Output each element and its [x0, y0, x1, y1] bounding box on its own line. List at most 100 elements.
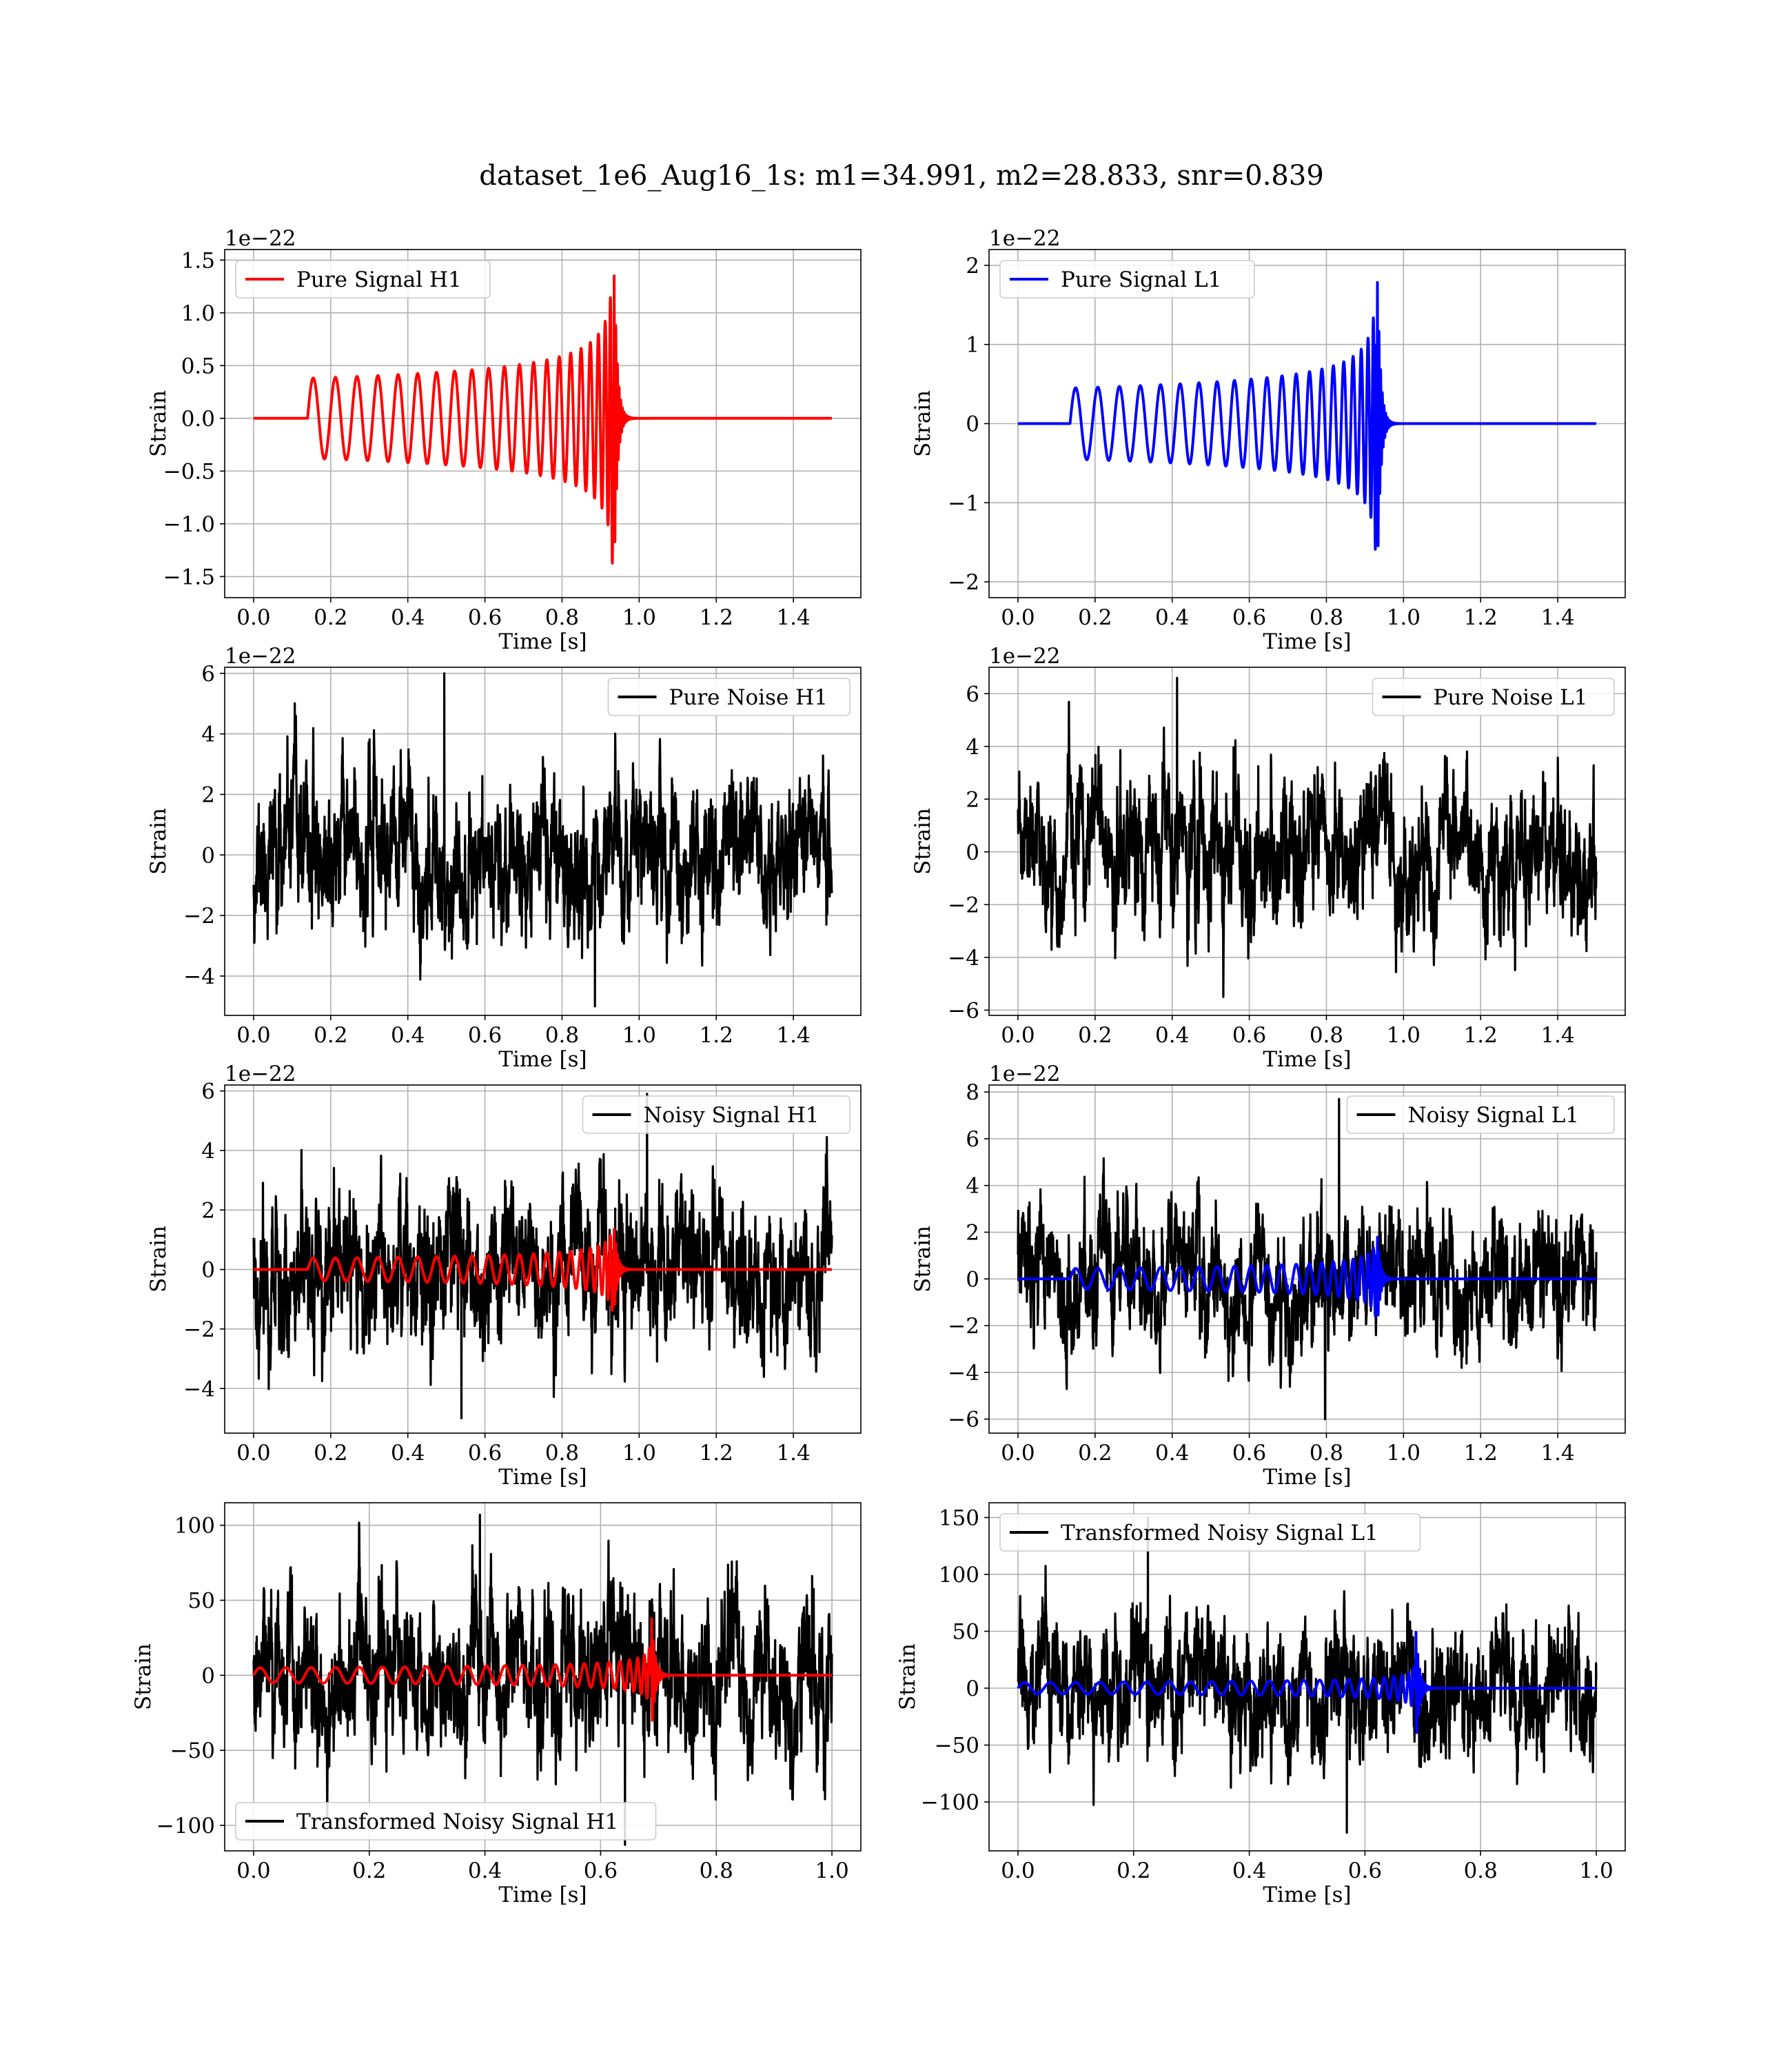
- y-tick-label: 150: [939, 1506, 979, 1530]
- x-axis-label: Time [s]: [1263, 1883, 1351, 1907]
- offset-text: 1e−22: [989, 1062, 1061, 1086]
- panel-noisy-signal-h1: 0.0 0.2 0.4 0.6 0.8 1.0 1.2 1.4 −4 −2 0 2 4 6 Time [s]…: [146, 1062, 862, 1490]
- x-tick-label: 0.2: [1078, 1023, 1112, 1048]
- axes-frame: [988, 1502, 1626, 1852]
- series-line-1: [1017, 676, 1598, 998]
- x-tick-label: 0.2: [314, 605, 347, 630]
- y-tick-label: 50: [188, 1588, 215, 1613]
- y-tick-label: 4: [966, 735, 979, 760]
- x-tick-label: 1.4: [776, 1441, 810, 1466]
- legend-box: [582, 1095, 851, 1134]
- offset-text: 1e−22: [989, 644, 1061, 669]
- y-tick-label: −100: [156, 1814, 215, 1838]
- x-tick-label: 0.4: [468, 1858, 502, 1883]
- y-tick-label: −2: [183, 1317, 215, 1342]
- offset-text: 1e−22: [225, 226, 296, 251]
- x-tick-label: 1.4: [1540, 605, 1574, 630]
- legend-label: Pure Noise H1: [669, 685, 828, 710]
- x-tick-label: 0.2: [1078, 1441, 1112, 1466]
- x-tick-label: 1.2: [1464, 1441, 1498, 1466]
- x-tick-label: 0.4: [391, 605, 425, 630]
- axes-frame: [224, 1502, 862, 1852]
- y-tick-label: −4: [183, 964, 215, 989]
- x-tick-label: 0.8: [1310, 1023, 1343, 1048]
- y-tick-label: 2: [966, 1221, 979, 1246]
- x-tick-label: 0.6: [468, 605, 502, 630]
- axes-frame: [224, 249, 862, 598]
- series-line-1: [1017, 1516, 1598, 1834]
- y-tick-label: −0.5: [163, 459, 215, 484]
- legend: Transformed Noisy Signal L1: [999, 1513, 1421, 1552]
- y-axis-label: Strain: [910, 808, 935, 875]
- y-tick-label: 0: [966, 1267, 979, 1292]
- x-tick-label: 0.0: [236, 1023, 270, 1048]
- x-tick-label: 1.4: [1540, 1441, 1574, 1466]
- y-tick-label: 8: [966, 1080, 979, 1105]
- y-tick-label: 100: [174, 1514, 215, 1539]
- panel-transformed-noisy-signal-h1: 0.0 0.2 0.4 0.6 0.8 1.0 −100 −50 0 50 100 Time [s] S…: [131, 1502, 862, 1907]
- x-tick-label: 0.6: [1232, 1441, 1266, 1466]
- x-tick-label: 0.8: [1310, 605, 1343, 630]
- offset-text: 1e−22: [225, 644, 296, 669]
- series-line-1: [252, 672, 833, 1008]
- panel-transformed-noisy-signal-l1: 0.0 0.2 0.4 0.6 0.8 1.0 −100 −50 0 50 100 150 Time […: [895, 1502, 1626, 1907]
- legend: Pure Noise H1: [607, 678, 851, 716]
- series-line-1: [1017, 1097, 1598, 1421]
- x-tick-label: 0.8: [700, 1858, 733, 1883]
- y-tick-label: −2: [948, 893, 979, 918]
- panel-pure-noise-l1: 0.0 0.2 0.4 0.6 0.8 1.0 1.2 1.4 −6 −4 −2 0 2 4 6 Time […: [910, 644, 1626, 1072]
- series-line-1: [252, 1093, 833, 1419]
- x-tick-label: 0.0: [236, 605, 270, 630]
- x-tick-label: 0.0: [236, 1858, 270, 1883]
- x-tick-label: 1.0: [815, 1858, 848, 1883]
- legend: Transformed Noisy Signal H1: [235, 1802, 657, 1841]
- panel-pure-signal-h1: 0.0 0.2 0.4 0.6 0.8 1.0 1.2 1.4 −1.5 −1.0 −0.5 0.0 0…: [146, 226, 862, 654]
- x-tick-label: 0.4: [1155, 1441, 1189, 1466]
- y-tick-label: −4: [183, 1377, 215, 1401]
- y-tick-label: 4: [201, 1139, 215, 1164]
- x-tick-label: 0.0: [1001, 605, 1035, 630]
- x-tick-label: 1.0: [622, 605, 656, 630]
- x-tick-label: 1.4: [1540, 1023, 1574, 1048]
- x-tick-label: 1.4: [776, 1023, 810, 1048]
- x-tick-label: 0.2: [1117, 1858, 1150, 1883]
- x-tick-label: 1.4: [776, 605, 810, 630]
- axes-frame: [224, 667, 862, 1016]
- y-tick-label: 1.5: [181, 248, 215, 273]
- x-tick-label: 0.6: [584, 1858, 618, 1883]
- y-tick-label: 4: [201, 722, 215, 747]
- x-tick-label: 0.8: [545, 1023, 579, 1048]
- x-axis-label: Time [s]: [1263, 1047, 1351, 1072]
- y-tick-label: 0: [201, 843, 215, 868]
- y-axis-label: Strain: [131, 1643, 156, 1710]
- x-tick-label: 0.0: [1001, 1441, 1035, 1466]
- y-axis-label: Strain: [146, 390, 171, 457]
- x-tick-label: 0.6: [1232, 1023, 1266, 1048]
- panel-pure-signal-l1: 0.0 0.2 0.4 0.6 0.8 1.0 1.2 1.4 −2 −1 0 1 2 Time [s] S…: [910, 226, 1626, 654]
- legend-box: [1346, 1095, 1615, 1134]
- y-tick-label: 0: [201, 1258, 215, 1283]
- legend-box: [999, 1513, 1421, 1552]
- x-axis-label: Time [s]: [1263, 629, 1351, 654]
- series-line-2: [1017, 1235, 1598, 1318]
- y-tick-label: −1.0: [163, 512, 215, 537]
- y-tick-label: 1.0: [181, 301, 215, 326]
- figure-title: dataset_1e6_Aug16_1s: m1=34.991, m2=28.8…: [479, 160, 1324, 192]
- offset-text: 1e−22: [225, 1062, 296, 1086]
- x-tick-label: 0.2: [314, 1441, 347, 1466]
- x-tick-label: 1.2: [700, 1023, 733, 1048]
- x-tick-label: 0.8: [1464, 1858, 1498, 1883]
- x-axis-label: Time [s]: [1263, 1465, 1351, 1490]
- x-tick-label: 0.6: [468, 1023, 502, 1048]
- legend-label: Transformed Noisy Signal H1: [296, 1810, 618, 1834]
- y-tick-label: 0: [966, 1676, 979, 1701]
- y-tick-label: 0.0: [181, 407, 215, 432]
- x-tick-label: 0.4: [1155, 605, 1189, 630]
- y-tick-label: 100: [939, 1563, 979, 1588]
- x-tick-label: 0.8: [545, 605, 579, 630]
- series-line-1: [252, 274, 833, 565]
- y-tick-label: −1.5: [163, 565, 215, 589]
- x-axis-label: Time [s]: [498, 1883, 587, 1907]
- legend-label: Noisy Signal H1: [644, 1103, 819, 1128]
- x-tick-label: 0.6: [1348, 1858, 1382, 1883]
